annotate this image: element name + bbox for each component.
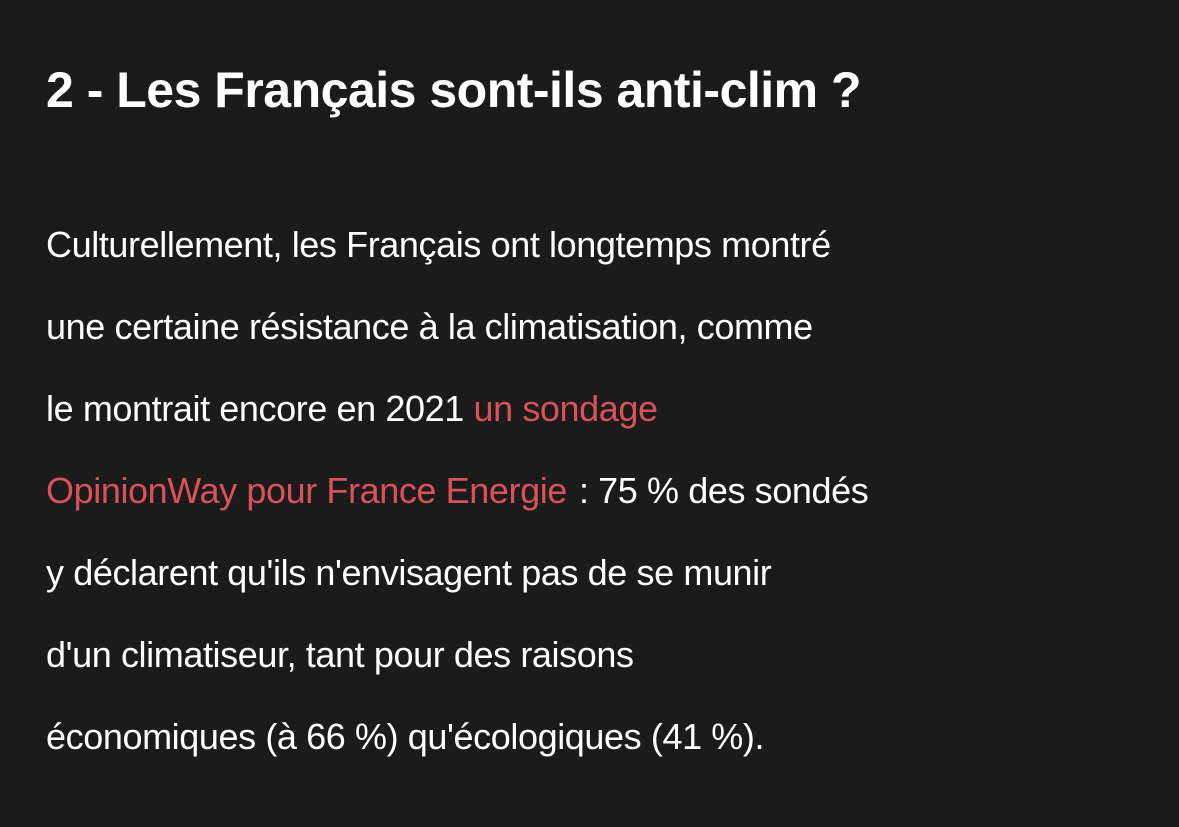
survey-link[interactable]: un sondage — [473, 388, 658, 429]
paragraph-line-7: économiques (à 66 %) qu'écologiques (41 … — [46, 716, 765, 757]
paragraph-line-6: d'un climatiseur, tant pour des raisons — [46, 634, 634, 675]
paragraph-line-1: Culturellement, les Français ont longtem… — [46, 224, 831, 265]
paragraph-text-after-link: : 75 % des sondés — [578, 470, 869, 511]
paragraph-line-2: une certaine résistance à la climatisati… — [46, 306, 813, 347]
survey-link-continued[interactable]: OpinionWay pour France Energie — [46, 470, 567, 511]
paragraph-line-3: le montrait encore en 2021 un sondage — [46, 368, 868, 450]
paragraph-line-4: OpinionWay pour France Energie : 75 % des… — [46, 450, 869, 532]
article-paragraph: Culturellement, les Français ont longtem… — [46, 204, 869, 778]
section-heading: 2 - Les Français sont-ils anti-clim ? — [46, 62, 862, 118]
paragraph-text-before-link: le montrait encore en 2021 — [46, 388, 474, 429]
paragraph-line-5: y déclarent qu'ils n'envisagent pas de s… — [46, 552, 772, 593]
